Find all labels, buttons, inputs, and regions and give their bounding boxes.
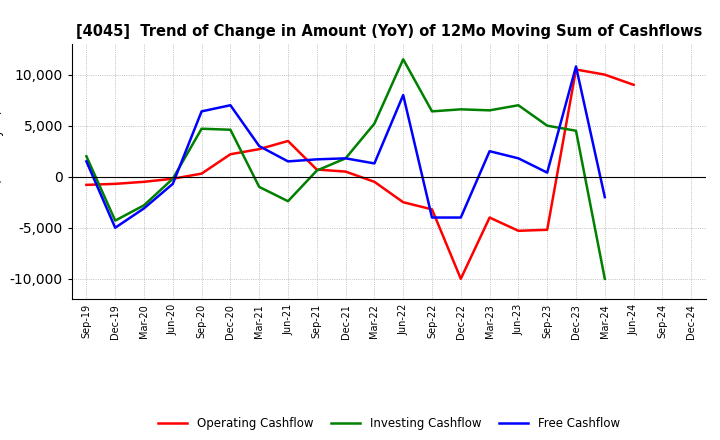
Free Cashflow [140, 206, 148, 211]
Operating Cashflow [428, 207, 436, 212]
Y-axis label: Amount (million yen): Amount (million yen) [0, 110, 4, 234]
Operating Cashflow [82, 182, 91, 187]
Free Cashflow [111, 225, 120, 231]
Investing Cashflow [341, 156, 350, 161]
Operating Cashflow [485, 215, 494, 220]
Operating Cashflow [514, 228, 523, 234]
Free Cashflow [485, 149, 494, 154]
Line: Free Cashflow: Free Cashflow [86, 66, 605, 228]
Free Cashflow [341, 156, 350, 161]
Investing Cashflow [514, 103, 523, 108]
Operating Cashflow [456, 276, 465, 282]
Investing Cashflow [82, 154, 91, 159]
Investing Cashflow [600, 276, 609, 282]
Legend: Operating Cashflow, Investing Cashflow, Free Cashflow: Operating Cashflow, Investing Cashflow, … [153, 412, 625, 435]
Free Cashflow [428, 215, 436, 220]
Operating Cashflow [341, 169, 350, 174]
Line: Operating Cashflow: Operating Cashflow [86, 70, 634, 279]
Operating Cashflow [111, 181, 120, 187]
Operating Cashflow [629, 82, 638, 88]
Operating Cashflow [543, 227, 552, 232]
Investing Cashflow [485, 108, 494, 113]
Investing Cashflow [140, 203, 148, 208]
Operating Cashflow [370, 179, 379, 184]
Investing Cashflow [197, 126, 206, 132]
Line: Investing Cashflow: Investing Cashflow [86, 59, 605, 279]
Investing Cashflow [226, 127, 235, 132]
Free Cashflow [600, 194, 609, 200]
Free Cashflow [226, 103, 235, 108]
Investing Cashflow [168, 176, 177, 181]
Free Cashflow [312, 157, 321, 162]
Investing Cashflow [312, 168, 321, 173]
Operating Cashflow [312, 167, 321, 172]
Investing Cashflow [543, 123, 552, 128]
Free Cashflow [284, 159, 292, 164]
Investing Cashflow [370, 121, 379, 126]
Free Cashflow [543, 170, 552, 175]
Free Cashflow [399, 92, 408, 98]
Free Cashflow [572, 64, 580, 69]
Operating Cashflow [255, 147, 264, 152]
Operating Cashflow [140, 179, 148, 184]
Operating Cashflow [197, 171, 206, 176]
Investing Cashflow [255, 184, 264, 190]
Investing Cashflow [284, 198, 292, 204]
Investing Cashflow [399, 57, 408, 62]
Operating Cashflow [572, 67, 580, 72]
Operating Cashflow [600, 72, 609, 77]
Free Cashflow [514, 156, 523, 161]
Free Cashflow [168, 181, 177, 187]
Investing Cashflow [572, 128, 580, 133]
Free Cashflow [82, 159, 91, 164]
Free Cashflow [370, 161, 379, 166]
Free Cashflow [255, 143, 264, 149]
Operating Cashflow [168, 176, 177, 181]
Operating Cashflow [226, 152, 235, 157]
Free Cashflow [456, 215, 465, 220]
Free Cashflow [197, 109, 206, 114]
Investing Cashflow [456, 106, 465, 112]
Title: [4045]  Trend of Change in Amount (YoY) of 12Mo Moving Sum of Cashflows: [4045] Trend of Change in Amount (YoY) o… [76, 24, 702, 39]
Investing Cashflow [111, 218, 120, 223]
Operating Cashflow [284, 138, 292, 143]
Operating Cashflow [399, 200, 408, 205]
Investing Cashflow [428, 109, 436, 114]
